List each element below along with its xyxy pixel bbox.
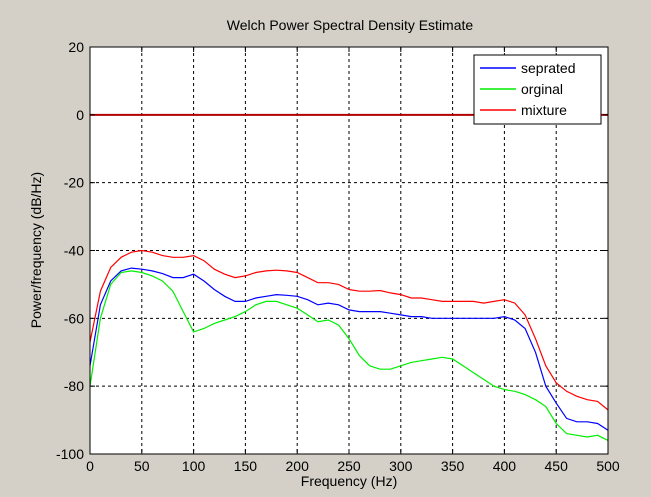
x-tick-label: 150 — [234, 458, 258, 474]
x-tick-label: 400 — [493, 458, 517, 474]
legend: seprated orginal mixture — [473, 54, 602, 125]
chart-title: Welch Power Spectral Density Estimate — [227, 17, 474, 33]
y-axis-label: Power/frequency (dB/Hz) — [28, 172, 44, 328]
x-tick-label: 350 — [441, 458, 465, 474]
x-axis-label: Frequency (Hz) — [301, 473, 397, 489]
x-tick-label: 450 — [545, 458, 569, 474]
x-tick-label: 0 — [86, 458, 94, 474]
x-tick-label: 500 — [596, 458, 620, 474]
x-tick-label: 300 — [389, 458, 413, 474]
y-tick-label: -20 — [64, 175, 84, 191]
y-tick-label: 20 — [68, 39, 84, 55]
x-tick-label: 250 — [337, 458, 361, 474]
series-line-seprated — [89, 267, 609, 431]
y-tick-label: -80 — [64, 378, 84, 394]
legend-label-orginal: orginal — [521, 81, 563, 97]
series-line-orginal — [89, 270, 609, 441]
axis-ticks: 0 50 100 150 200 250 300 350 400 450 500-100-80-60… — [56, 39, 620, 474]
legend-label-mixture: mixture — [521, 102, 567, 118]
y-tick-label: -40 — [64, 243, 84, 259]
y-tick-label: 0 — [76, 107, 84, 123]
y-tick-label: -60 — [64, 310, 84, 326]
y-tick-label: -100 — [56, 446, 84, 462]
x-tick-label: 50 — [134, 458, 150, 474]
series-line-mixture — [89, 249, 609, 411]
x-tick-label: 200 — [286, 458, 310, 474]
series-lines — [89, 249, 609, 441]
x-tick-label: 100 — [182, 458, 206, 474]
legend-label-seprated: seprated — [521, 60, 575, 76]
